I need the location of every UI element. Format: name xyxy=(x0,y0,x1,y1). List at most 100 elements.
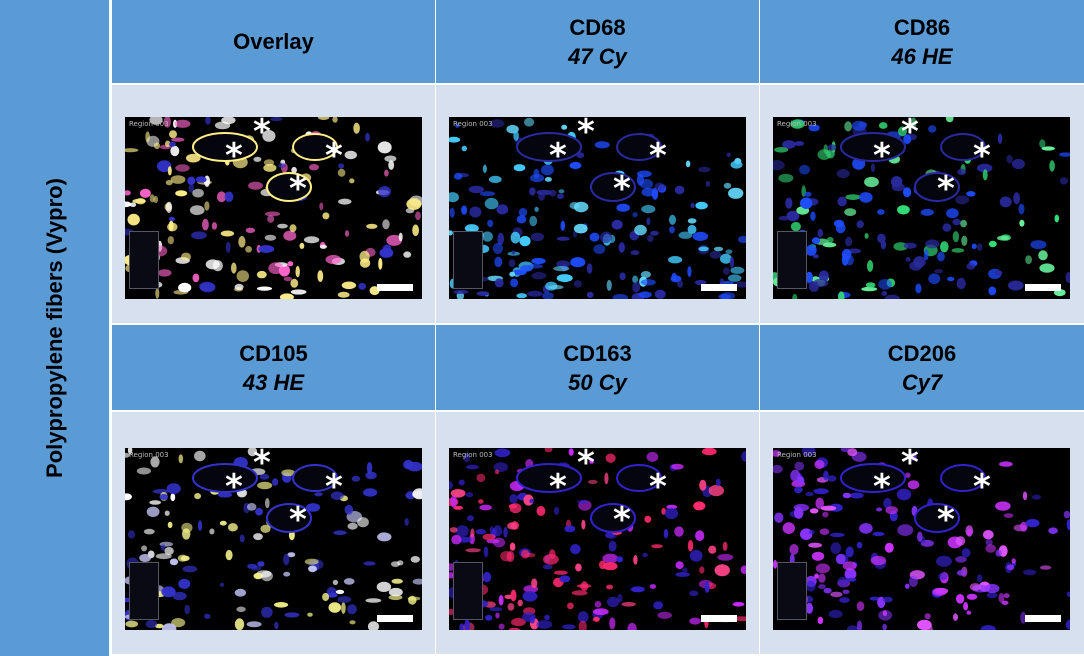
cell-blob xyxy=(1022,491,1028,501)
cell-blob xyxy=(153,142,161,150)
cell-blob xyxy=(125,190,131,196)
cell-blob xyxy=(671,272,677,281)
cell-blob xyxy=(813,488,829,495)
cell-blob xyxy=(536,620,553,629)
cell-blob xyxy=(923,249,929,261)
cell-blob xyxy=(304,558,319,565)
cell-blob xyxy=(388,587,403,597)
cell-blob xyxy=(463,453,471,463)
cell-blob xyxy=(938,572,948,580)
cell-blob xyxy=(883,497,892,509)
cell-blob xyxy=(363,561,376,566)
fiber-asterisk: * xyxy=(901,117,919,152)
cell-blob xyxy=(730,160,743,169)
cell-blob xyxy=(953,613,958,621)
cell-blob xyxy=(496,204,509,215)
cell-blob xyxy=(167,521,173,529)
cell-blob xyxy=(516,293,527,299)
cell-blob xyxy=(845,546,854,558)
cell-blob xyxy=(455,525,469,537)
cell-blob xyxy=(839,597,850,603)
cell-blob xyxy=(378,186,391,198)
cell-blob xyxy=(1001,600,1009,605)
overview-inset xyxy=(777,562,807,620)
cell-blob xyxy=(465,548,481,553)
cell-blob xyxy=(165,140,171,148)
cell-blob xyxy=(388,594,403,601)
panel-title: Overlay xyxy=(233,29,314,54)
cell-blob xyxy=(191,231,207,240)
cell-blob xyxy=(663,528,669,539)
cell-blob xyxy=(789,544,799,555)
cell-blob xyxy=(508,504,517,509)
cell-blob xyxy=(997,133,1003,144)
cell-blob xyxy=(319,202,324,211)
fiber-asterisk: * xyxy=(937,500,955,540)
cell-blob xyxy=(265,498,270,509)
scale-bar xyxy=(701,284,737,291)
cell-blob xyxy=(529,215,538,227)
cell-blob xyxy=(794,141,805,146)
cell-blob xyxy=(234,283,244,291)
cell-blob xyxy=(577,611,589,623)
micrograph-cd105: Region 003 * * * * xyxy=(125,448,422,630)
cell-blob xyxy=(999,196,1012,208)
cell-blob xyxy=(337,168,346,177)
cell-blob xyxy=(163,117,171,128)
cell-blob xyxy=(897,524,914,536)
cell-blob xyxy=(412,488,422,500)
cell-blob xyxy=(256,270,267,279)
panel-header-cd105: CD105 43 HE xyxy=(112,325,435,412)
cell-blob xyxy=(1065,272,1070,283)
cell-blob xyxy=(139,554,151,562)
cell-blob xyxy=(517,599,523,607)
fiber-void xyxy=(266,503,312,533)
cell-blob xyxy=(634,224,647,236)
cell-blob xyxy=(870,163,876,173)
cell-blob xyxy=(792,293,798,299)
cell-blob xyxy=(510,231,521,244)
cell-blob xyxy=(378,257,383,270)
cell-blob xyxy=(192,273,200,283)
cell-blob xyxy=(544,614,550,621)
cell-blob xyxy=(605,453,616,463)
cell-blob xyxy=(966,528,973,537)
cell-blob xyxy=(376,581,392,592)
cell-blob xyxy=(283,230,297,241)
cell-blob xyxy=(127,213,140,226)
cell-blob xyxy=(690,202,695,209)
cell-blob xyxy=(503,526,508,538)
cell-blob xyxy=(878,279,893,290)
panel-cell-cd163: Region 003 * * * * xyxy=(436,412,759,656)
cell-blob xyxy=(365,132,370,142)
panel-header-cd68: CD68 47 Cy xyxy=(436,0,759,85)
cell-blob xyxy=(461,145,467,152)
cell-blob xyxy=(790,221,801,232)
panel-title: CD206 xyxy=(887,340,957,366)
cell-blob xyxy=(465,492,474,498)
cell-blob xyxy=(612,294,628,299)
panel-title: CD163 xyxy=(563,340,632,366)
cell-blob xyxy=(830,591,843,598)
cell-blob xyxy=(946,208,959,219)
cell-blob xyxy=(782,522,795,534)
cell-blob xyxy=(168,216,175,222)
cell-blob xyxy=(819,528,830,535)
scale-bar xyxy=(377,284,413,291)
cell-blob xyxy=(307,612,313,617)
cell-blob xyxy=(569,202,580,210)
fiber-asterisk: * xyxy=(937,169,955,209)
cell-blob xyxy=(773,559,778,569)
cell-blob xyxy=(559,575,571,583)
cell-blob xyxy=(589,459,594,464)
cell-blob xyxy=(182,565,198,573)
cell-blob xyxy=(627,622,637,630)
cell-blob xyxy=(260,570,273,582)
cell-blob xyxy=(812,254,819,259)
cell-blob xyxy=(349,178,355,184)
cell-blob xyxy=(169,141,176,147)
cell-blob xyxy=(216,191,227,203)
cell-blob xyxy=(125,493,132,501)
cell-blob xyxy=(449,136,461,143)
cell-blob xyxy=(842,561,857,571)
